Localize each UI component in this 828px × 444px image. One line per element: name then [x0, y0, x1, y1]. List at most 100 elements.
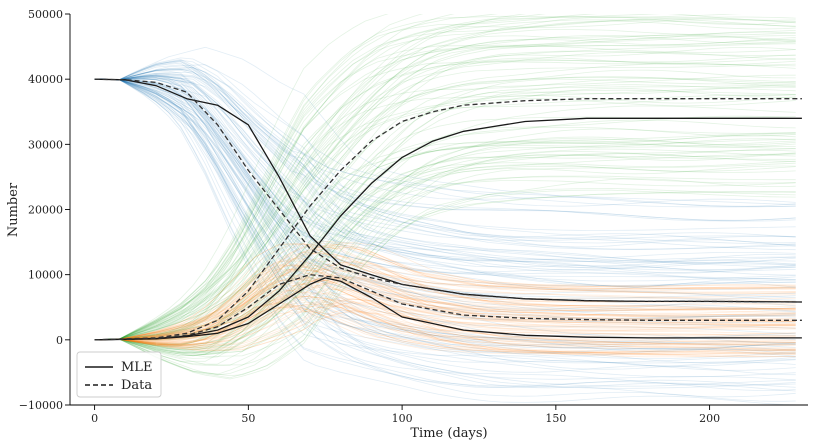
- ensemble-trajectory: [94, 178, 796, 377]
- ensemble-trajectory: [94, 14, 424, 341]
- ensemble-trajectory: [94, 34, 796, 341]
- ensemble-trajectory: [94, 51, 796, 341]
- ensemble-trajectory: [94, 78, 796, 389]
- ensemble-trajectory: [94, 78, 796, 335]
- ensemble-trajectory: [94, 311, 796, 358]
- ensemble-trajectory: [94, 78, 796, 281]
- data-line-4: [94, 98, 802, 341]
- y-tick-label: 30000: [28, 138, 63, 151]
- ensemble-trajectory: [94, 251, 796, 341]
- ensemble-trajectory: [94, 160, 796, 357]
- ensemble-trajectory: [94, 155, 796, 354]
- ensemble-trajectory: [94, 140, 796, 351]
- data-line-3: [94, 78, 802, 303]
- ensemble-trajectory: [94, 135, 796, 348]
- ensemble-trajectory: [94, 279, 796, 341]
- ensemble-trajectory: [94, 74, 796, 268]
- ensemble-trajectory: [94, 278, 796, 341]
- ensemble-trajectory: [94, 78, 796, 388]
- ensemble-trajectory: [94, 266, 796, 341]
- ensemble-trajectory: [94, 96, 796, 341]
- ensemble-trajectory: [94, 43, 796, 341]
- ensemble-trajectory: [94, 69, 796, 244]
- ensemble-trajectory: [94, 303, 796, 352]
- ensemble-trajectory: [94, 73, 796, 265]
- ensemble-trajectory: [94, 149, 796, 354]
- ensemble-trajectory: [94, 278, 796, 341]
- ensemble-trajectory: [94, 14, 455, 341]
- ensemble-trajectory: [94, 242, 796, 341]
- ensemble-trajectory: [94, 301, 796, 350]
- ensemble-trajectory: [94, 59, 796, 207]
- ensemble-trajectory: [94, 267, 796, 341]
- ensemble-trajectory: [94, 78, 796, 341]
- ensemble-trajectory: [94, 75, 796, 260]
- ensemble-trajectory: [94, 260, 796, 341]
- ensemble-trajectory: [94, 78, 796, 301]
- ensemble-trajectory: [94, 277, 796, 341]
- y-tick-label: 20000: [28, 204, 63, 217]
- ensemble-trajectory: [94, 303, 796, 350]
- ensemble-trajectory: [94, 46, 796, 207]
- ensemble-trajectory: [94, 191, 796, 375]
- ensemble-trajectory: [94, 78, 796, 376]
- ensemble-trajectory: [94, 74, 796, 269]
- ensemble-trajectory: [94, 268, 796, 341]
- ensemble-trajectory: [94, 295, 796, 344]
- ensemble-trajectory: [94, 31, 796, 341]
- x-tick-label: 0: [91, 412, 98, 425]
- ensemble-trajectory: [94, 298, 796, 347]
- ensemble-trajectory: [94, 77, 796, 282]
- ensemble-trajectory: [94, 78, 796, 370]
- ensemble-trajectory: [94, 78, 796, 317]
- ensemble-trajectory: [94, 301, 796, 350]
- ensemble-trajectory: [94, 69, 796, 341]
- ensemble-trajectory: [94, 14, 661, 341]
- ensemble-trajectory: [94, 74, 796, 263]
- ensemble-trajectory: [94, 20, 796, 341]
- ensemble-trajectory: [94, 64, 796, 231]
- ensemble-trajectory: [94, 38, 796, 341]
- legend-label-data: Data: [121, 378, 152, 393]
- y-tick-label: 40000: [28, 73, 63, 86]
- axes: 0 50 100 150 200 −10000 0 10000 20000 30000 40000 5…: [19, 8, 808, 425]
- ensemble-trajectory: [94, 78, 796, 387]
- ensemble-trajectory: [94, 78, 796, 352]
- ensemble-trajectory: [94, 153, 796, 357]
- ensemble-trajectory: [94, 18, 796, 341]
- ensemble-trajectory: [94, 14, 796, 341]
- ensemble-trajectory: [94, 243, 796, 341]
- ensemble-trajectory: [94, 35, 796, 341]
- ensemble-trajectory: [94, 277, 796, 341]
- ensemble-trajectory: [94, 138, 796, 350]
- ensemble-trajectory: [94, 75, 796, 276]
- ensemble-trajectory: [94, 264, 796, 341]
- ensemble-trajectory: [94, 78, 796, 344]
- ensemble-trajectory: [94, 268, 796, 341]
- x-tick-label: 150: [545, 412, 566, 425]
- ensemble-trajectory: [94, 138, 796, 347]
- legend-label-mle: MLE: [121, 360, 152, 375]
- ensemble-trajectory: [94, 78, 796, 357]
- ensemble-trajectory: [94, 282, 796, 341]
- x-tick-label: 200: [699, 412, 720, 425]
- ensemble-trajectory: [94, 40, 796, 341]
- x-axis-title: Time (days): [410, 426, 487, 441]
- ensemble-trajectory: [94, 78, 796, 323]
- ensemble-trajectory: [94, 305, 796, 355]
- ensemble-trajectory: [94, 78, 796, 346]
- ensemble-trajectory: [94, 264, 796, 341]
- ensemble-trajectory: [94, 89, 796, 341]
- ensemble-trajectory: [94, 76, 796, 341]
- ensemble-trajectory: [94, 264, 796, 341]
- ensemble-trajectory: [94, 296, 796, 346]
- ensemble-trajectory: [94, 35, 796, 341]
- ensemble-trajectory: [94, 245, 796, 341]
- ensemble-trajectory: [94, 78, 796, 392]
- ensemble-trajectory: [94, 78, 796, 303]
- ensemble-trajectory: [94, 19, 796, 341]
- ensemble-trajectory: [94, 276, 796, 341]
- ensemble-trajectory: [94, 16, 796, 341]
- legend-box: [76, 351, 162, 398]
- ensemble-trajectory: [94, 78, 796, 351]
